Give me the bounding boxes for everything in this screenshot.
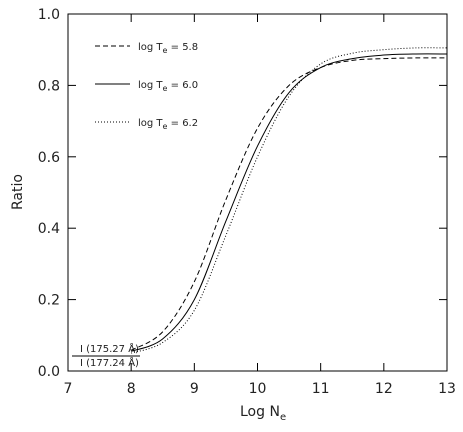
x-tick-label: 11 [312,381,330,397]
legend-label: log Te = 6.0 [138,80,198,93]
annotation-numerator: I (175.27 Å) [80,342,139,355]
legend-label: log Te = 6.2 [138,118,198,131]
series-line [131,47,448,354]
x-axis-label: Log Ne [240,404,286,423]
y-axis-label: Ratio [10,174,26,210]
legend-label-sub: e [163,122,168,131]
legend-label-main: log T [138,118,163,129]
legend-label-rest: = 5.8 [167,42,198,53]
legend-label-main: log T [138,80,163,91]
plot-frame [67,13,448,372]
x-tick-label: 8 [127,381,136,397]
y-tick-label: 0.4 [38,221,60,237]
legend-label-sub: e [163,84,168,93]
x-tick-label: 13 [438,381,456,397]
annotation-denominator: I (177.24 Å) [80,356,139,369]
legend-label-main: log T [138,42,163,53]
series-line [130,57,448,351]
y-tick-label: 0.8 [38,78,60,94]
legend-label-rest: = 6.2 [167,118,198,129]
x-tick-label: 12 [375,381,393,397]
x-tick-label: 10 [249,381,267,397]
y-tick-label: 1.0 [38,7,60,23]
x-axis-label-main: Log N [240,404,280,420]
y-tick-label: 0.6 [38,150,60,166]
y-tick-label: 0.0 [38,364,60,380]
x-axis-label-sub: e [280,412,286,423]
legend-label-sub: e [163,46,168,55]
x-tick-label: 7 [64,381,73,397]
y-tick-label: 0.2 [38,293,60,309]
legend-label: log Te = 5.8 [138,42,198,55]
legend-label-rest: = 6.0 [167,80,198,91]
series-line [130,53,448,352]
x-tick-label: 9 [190,381,199,397]
